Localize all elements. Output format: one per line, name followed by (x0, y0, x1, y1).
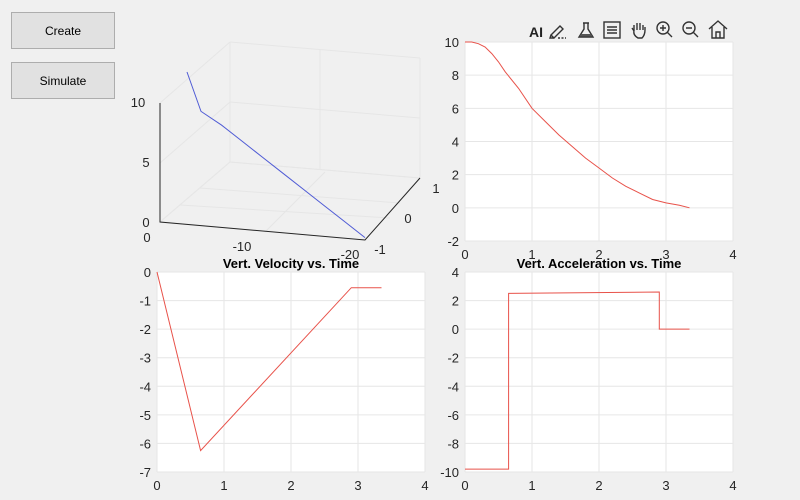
y-tick-label: -1 (374, 242, 386, 257)
y-tick-label: 2 (452, 168, 459, 183)
x-tick-label: 2 (287, 478, 294, 493)
y-tick-label: -8 (447, 436, 459, 451)
y-tick-label: 0 (452, 322, 459, 337)
x-tick-label: 1 (220, 478, 227, 493)
y-tick-label: 4 (452, 265, 459, 280)
series-line (465, 291, 690, 470)
y-tick-label: -2 (139, 322, 151, 337)
x-tick-label: 1 (528, 478, 535, 493)
legend-icon[interactable] (603, 21, 621, 39)
y-tick-label: 8 (452, 68, 459, 83)
y-tick-label: -5 (139, 408, 151, 423)
y-tick-label: -4 (447, 379, 459, 394)
y-tick-label: -6 (447, 408, 459, 423)
3d-box (159, 41, 421, 241)
y-tick-label: 0 (452, 201, 459, 216)
x-tick-label: 3 (662, 478, 669, 493)
x-tick-label: 1 (528, 247, 535, 262)
x-tick-label: -20 (341, 247, 360, 262)
zoom-out-icon[interactable] (682, 21, 699, 38)
x-tick-label: 4 (729, 247, 736, 262)
edit-icon[interactable] (549, 25, 566, 39)
y-tick-label: -10 (440, 465, 459, 480)
y-tick-label: 0 (144, 265, 151, 280)
axes-toolbar: AI (529, 20, 728, 40)
y-tick-label: -7 (139, 465, 151, 480)
home-icon[interactable] (708, 20, 728, 39)
create-button[interactable]: Create (11, 12, 115, 49)
y-tick-label: 6 (452, 101, 459, 116)
flask-icon[interactable] (577, 22, 595, 38)
velocity-vs-time-plot[interactable]: 0 1 2 3 4 -7 -6 -5 -4 -3 -2 -1 0 Vert. Velocity vs. T… (139, 256, 428, 493)
chart-title: Vert. Acceleration vs. Time (517, 256, 682, 271)
y-tick-label: -6 (139, 436, 151, 451)
y-tick-label: -2 (447, 234, 459, 249)
x-tick-label: 0 (461, 478, 468, 493)
x-tick-label: -10 (233, 239, 252, 254)
x-tick-label: 2 (595, 247, 602, 262)
x-tick-label: 0 (143, 230, 150, 245)
x-tick-label: 4 (729, 478, 736, 493)
z-tick-label: 10 (131, 95, 145, 110)
z-tick-label: 0 (142, 215, 149, 230)
x-tick-label: 0 (461, 247, 468, 262)
series-line (156, 271, 382, 452)
acceleration-vs-time-plot[interactable]: 0 1 2 3 4 -10 -8 -6 -4 -2 0 2 4 Vert. Acceleration vs… (440, 256, 736, 493)
simulate-button[interactable]: Simulate (11, 62, 115, 99)
y-tick-label: -1 (139, 294, 151, 309)
zoom-in-icon[interactable] (656, 21, 673, 38)
x-tick-label: 2 (595, 478, 602, 493)
x-tick-label: 3 (354, 478, 361, 493)
trajectory-3d-line (186, 71, 366, 239)
x-tick-label: 3 (662, 247, 669, 262)
y-tick-label: 2 (452, 294, 459, 309)
x-tick-label: 0 (153, 478, 160, 493)
z-tick-label: 5 (142, 155, 149, 170)
y-tick-label: -3 (139, 351, 151, 366)
y-tick-label: 10 (445, 35, 459, 50)
y-tick-label: 4 (452, 135, 459, 150)
series-line (465, 41, 690, 209)
y-tick-label: 1 (432, 181, 439, 196)
x-tick-label: 4 (421, 478, 428, 493)
pan-icon[interactable] (631, 23, 646, 39)
chart-title: Vert. Velocity vs. Time (223, 256, 359, 271)
ai-label[interactable]: AI (529, 24, 543, 40)
y-tick-label: -4 (139, 379, 151, 394)
y-tick-label: 0 (404, 211, 411, 226)
y-tick-label: -2 (447, 351, 459, 366)
